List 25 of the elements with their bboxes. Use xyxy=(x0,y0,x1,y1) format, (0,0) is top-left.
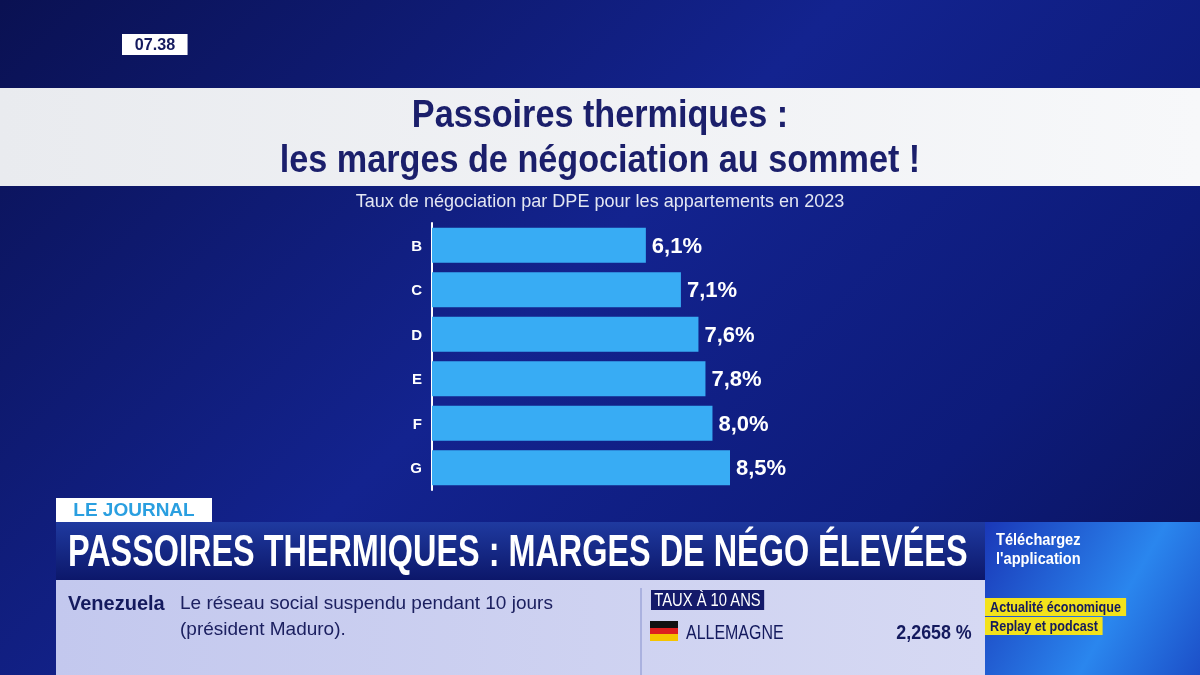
text: PASSOIRES THERMIQUES : MARGES DE NÉGO ÉLEVÉES xyxy=(68,525,968,576)
y-tick-label: E xyxy=(411,370,422,388)
text: Téléchargez l'application xyxy=(996,530,1082,568)
text: Replay et podcast xyxy=(985,617,1103,635)
text: Actualité économique xyxy=(985,598,1126,616)
text: LE JOURNAL xyxy=(56,498,212,522)
data-label: 7,6% xyxy=(704,321,755,347)
y-tick-label: C xyxy=(411,281,423,299)
text: TAUX À 10 ANS xyxy=(651,590,764,610)
y-tick-label: F xyxy=(412,414,422,432)
data-label: 6,1% xyxy=(651,232,703,258)
y-tick-label: D xyxy=(411,325,423,343)
data-label: 7,1% xyxy=(686,277,738,303)
data-label: 7,8% xyxy=(711,366,762,392)
y-tick-label: B xyxy=(411,236,423,254)
data-label: 8,0% xyxy=(718,410,769,436)
text: 2,2658 % xyxy=(896,620,972,644)
text: ALLEMAGNE xyxy=(686,620,784,644)
text: Le réseau social suspendu pendant 10 jours (président Maduro). xyxy=(180,591,554,641)
text: Venezuela xyxy=(68,591,165,616)
chart-subtitle: Taux de négociation par DPE pour les appartements en 2023 xyxy=(354,189,846,213)
y-tick-label: G xyxy=(410,459,422,477)
chart-title: Passoires thermiques : les marges de négociation au sommet ! xyxy=(278,92,922,182)
text: 07.38 xyxy=(122,34,188,55)
data-label: 8,5% xyxy=(736,455,787,481)
